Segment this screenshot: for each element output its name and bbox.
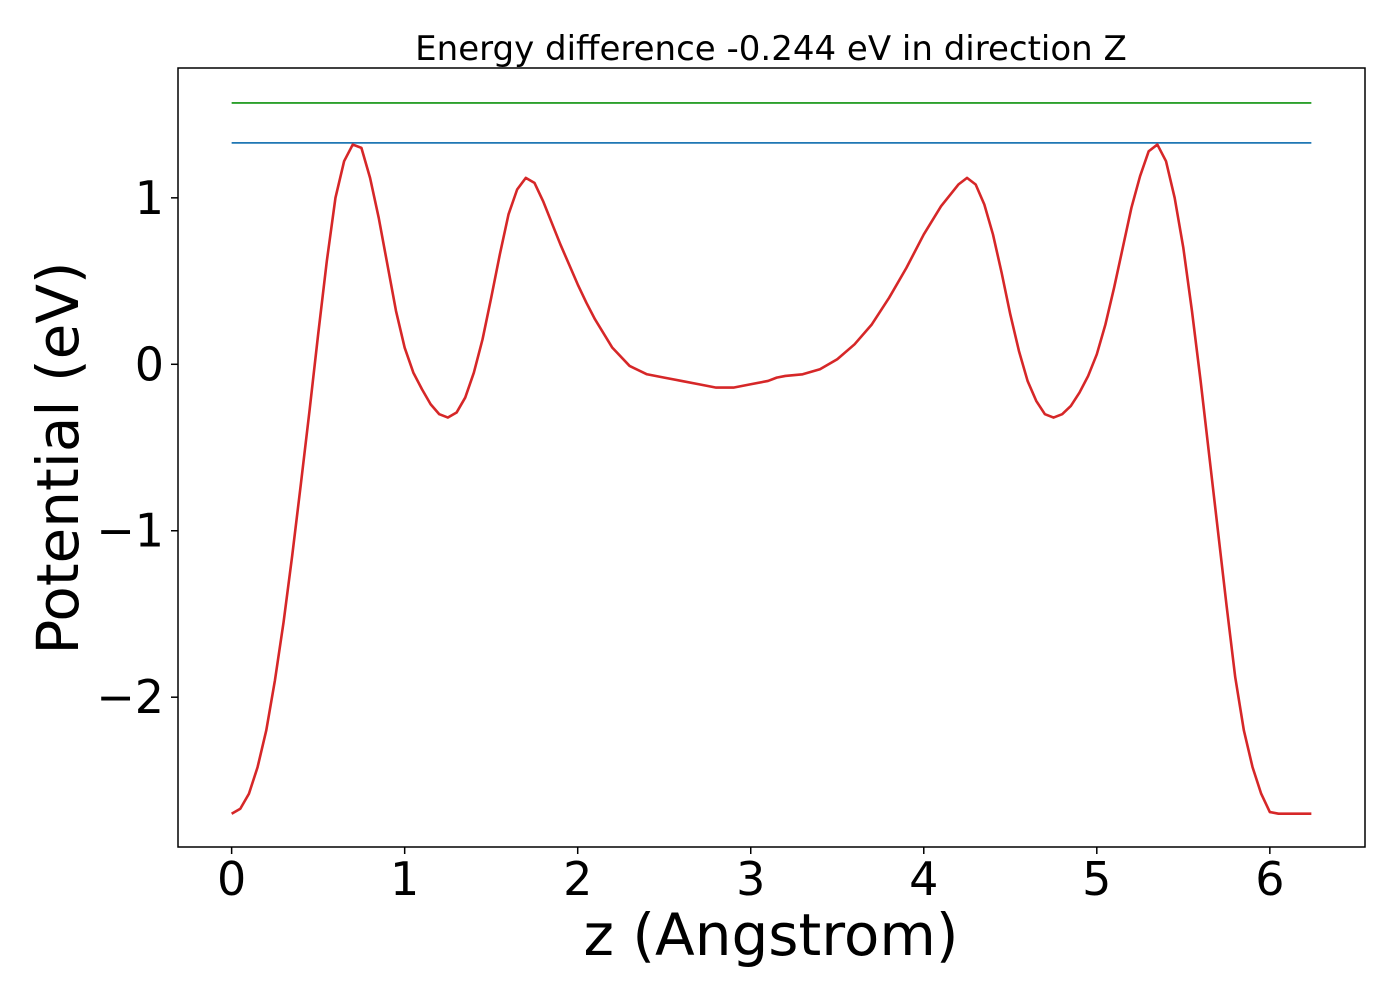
chart-title: Energy difference -0.244 eV in direction… xyxy=(415,29,1127,69)
x-tick-label: 5 xyxy=(1082,852,1111,906)
y-tick-label: −1 xyxy=(96,504,164,558)
y-axis-ticks: −2 −1 0 1 xyxy=(96,171,178,724)
y-axis-label: Potential (eV) xyxy=(24,261,92,654)
x-tick-label: 4 xyxy=(909,852,938,906)
x-tick-label: 1 xyxy=(390,852,419,906)
series-line-2 xyxy=(230,143,1312,816)
x-tick-label: 2 xyxy=(563,852,592,906)
x-axis-label: z (Angstrom) xyxy=(584,901,959,969)
x-tick-label: 0 xyxy=(217,852,246,906)
y-tick-label: −2 xyxy=(96,670,164,724)
y-tick-label: 0 xyxy=(135,337,164,391)
y-tick-label: 1 xyxy=(135,171,164,225)
x-axis-ticks: 0 1 2 3 4 5 6 xyxy=(217,847,1284,906)
x-tick-label: 3 xyxy=(736,852,765,906)
plot-frame xyxy=(177,67,1366,848)
x-tick-label: 6 xyxy=(1255,852,1284,906)
series-layer xyxy=(230,102,1312,816)
